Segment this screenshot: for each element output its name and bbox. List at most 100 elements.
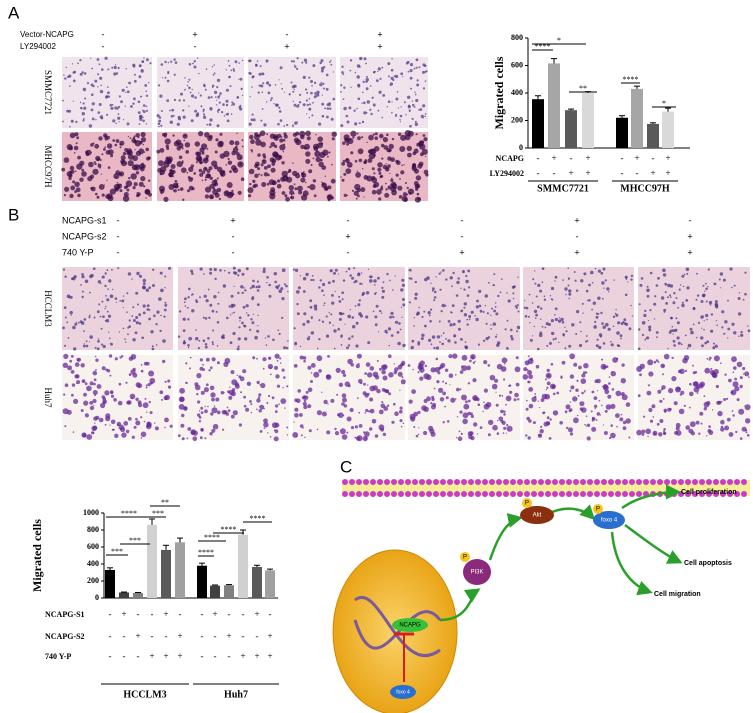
cell-stain bbox=[436, 358, 439, 361]
cell-stain bbox=[374, 284, 376, 286]
cell-stain bbox=[661, 296, 664, 299]
cell-stain bbox=[187, 427, 191, 431]
cell-stain bbox=[553, 393, 556, 396]
cell-stain bbox=[260, 120, 262, 122]
cell-stain bbox=[463, 288, 465, 290]
cell-stain bbox=[647, 436, 648, 437]
cell-stain bbox=[71, 394, 74, 397]
cell-stain bbox=[270, 134, 275, 139]
cell-stain bbox=[417, 193, 420, 196]
cell-stain bbox=[204, 295, 207, 298]
cell-stain bbox=[119, 300, 121, 302]
cell-stain bbox=[83, 330, 85, 332]
condition-sign: + bbox=[254, 651, 259, 661]
cell-stain bbox=[698, 322, 700, 324]
cell-stain bbox=[400, 115, 403, 118]
cell-stain bbox=[108, 149, 114, 155]
cell-stain bbox=[211, 110, 212, 111]
cell-stain bbox=[625, 277, 627, 279]
cell-stain bbox=[271, 162, 275, 166]
cell-stain bbox=[308, 77, 310, 79]
bead bbox=[580, 491, 586, 497]
cell-stain bbox=[381, 158, 383, 160]
cell-stain bbox=[472, 378, 476, 382]
cell-stain bbox=[103, 148, 106, 151]
cell-stain bbox=[620, 338, 622, 340]
cell-stain bbox=[327, 156, 329, 158]
cell-stain bbox=[217, 79, 220, 82]
cell-stain bbox=[450, 311, 452, 313]
cell-stain bbox=[267, 335, 270, 338]
bar bbox=[224, 585, 234, 598]
cell-stain bbox=[335, 431, 339, 435]
outcome: Cell proliferation bbox=[681, 489, 737, 496]
cell-stain bbox=[332, 280, 335, 283]
cell-stain bbox=[316, 94, 319, 97]
cell-stain bbox=[341, 291, 344, 294]
cell-stain bbox=[105, 96, 108, 99]
cell-stain bbox=[282, 268, 286, 272]
cell-stain bbox=[642, 321, 646, 325]
cell-stain bbox=[121, 299, 124, 302]
cell-stain bbox=[663, 309, 666, 312]
cell-stain bbox=[240, 105, 242, 107]
cell-stain bbox=[346, 271, 348, 273]
cell-stain bbox=[279, 333, 281, 335]
cell-stain bbox=[323, 294, 325, 296]
cell-stain bbox=[596, 316, 599, 319]
significance-label: * bbox=[557, 36, 561, 45]
cell-stain bbox=[375, 323, 378, 326]
cell-stain bbox=[401, 426, 403, 428]
cell-stain bbox=[150, 330, 153, 333]
cell-stain bbox=[373, 372, 379, 378]
cell-stain bbox=[277, 184, 282, 189]
bar bbox=[238, 535, 248, 598]
cell-stain bbox=[357, 75, 360, 78]
cell-stain bbox=[706, 301, 708, 303]
cell-stain bbox=[142, 286, 145, 289]
cell-stain bbox=[229, 170, 232, 173]
cell-stain bbox=[200, 161, 203, 164]
cell-stain bbox=[556, 392, 559, 395]
cell-stain bbox=[139, 182, 144, 187]
cell-stain bbox=[118, 401, 123, 406]
cell-stain bbox=[271, 168, 276, 173]
cell-stain bbox=[146, 123, 147, 124]
cell-stain bbox=[107, 143, 112, 148]
cell-stain bbox=[97, 196, 100, 199]
cell-stain bbox=[212, 407, 218, 413]
cell-stain bbox=[233, 271, 236, 274]
cell-stain bbox=[316, 91, 319, 94]
cell-stain bbox=[106, 298, 109, 301]
cell-stain bbox=[160, 289, 164, 293]
cell-stain bbox=[342, 398, 347, 403]
cell-stain bbox=[217, 361, 220, 364]
cell-stain bbox=[246, 312, 247, 313]
cell-stain bbox=[490, 375, 496, 381]
cell-stain bbox=[143, 144, 144, 145]
cell-stain bbox=[593, 325, 597, 329]
bar bbox=[175, 542, 185, 598]
cell-stain bbox=[321, 103, 324, 106]
cell-stain bbox=[458, 436, 463, 441]
cell-stain bbox=[178, 99, 180, 101]
cell-stain bbox=[184, 89, 186, 91]
cell-stain bbox=[391, 69, 394, 72]
cell-stain bbox=[282, 387, 283, 388]
cell-stain bbox=[127, 327, 129, 329]
cell-stain bbox=[382, 290, 385, 293]
cell-stain bbox=[146, 308, 149, 311]
cell-stain bbox=[608, 382, 611, 385]
cell-stain bbox=[86, 340, 88, 342]
cell-stain bbox=[569, 390, 571, 392]
cell-stain bbox=[97, 58, 100, 61]
cell-stain bbox=[647, 295, 650, 298]
cell-stain bbox=[600, 272, 603, 275]
cell-stain bbox=[293, 422, 294, 423]
cell-stain bbox=[126, 86, 128, 88]
cell-stain bbox=[474, 315, 476, 317]
cell-stain bbox=[104, 308, 105, 309]
cell-stain bbox=[279, 138, 283, 142]
cell-stain bbox=[203, 317, 205, 319]
cell-stain bbox=[434, 296, 437, 299]
